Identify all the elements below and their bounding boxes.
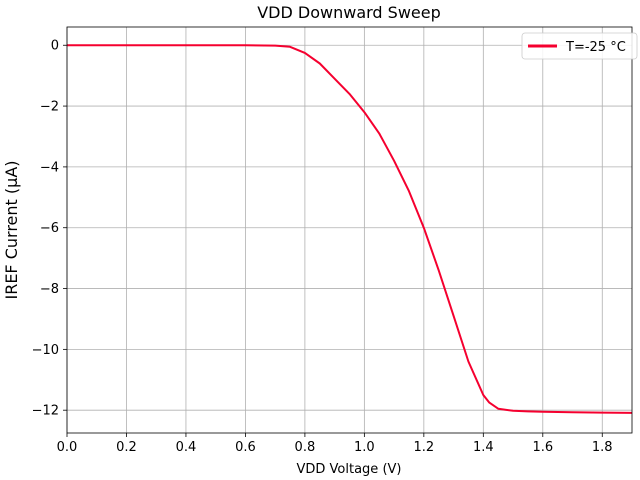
x-tick-label: 1.0: [354, 440, 375, 455]
legend-box: [521, 32, 638, 60]
y-tick-label: −10: [32, 343, 59, 358]
x-tick-label: 0.4: [176, 440, 197, 455]
series-line-0: [67, 44, 633, 414]
x-tick-label: 1.8: [592, 440, 613, 455]
plot-frame: [66, 26, 633, 434]
y-tick-label: −12: [32, 404, 59, 419]
y-tick-label: −4: [40, 160, 59, 175]
y-tick-label: −6: [40, 221, 59, 236]
legend-label: T=-25 °C: [565, 40, 626, 55]
x-tick-label: 1.4: [473, 440, 494, 455]
y-axis-label: IREF Current (µA): [2, 160, 21, 299]
series-layer: [67, 44, 633, 414]
x-tick-label: 1.6: [532, 440, 553, 455]
y-axis-ticks: 0 −2 −4 −6 −8 −10 −12: [32, 39, 67, 419]
x-axis-ticks: 0.0 0.2 0.4 0.6 0.8 1.0 1.2 1.4 1.6 1.8: [57, 433, 613, 455]
x-axis-label: VDD Voltage (V): [297, 462, 402, 477]
chart-title: VDD Downward Sweep: [257, 3, 441, 22]
x-tick-label: 0.6: [235, 440, 256, 455]
y-tick-label: −8: [40, 282, 59, 297]
x-tick-label: 0.0: [57, 440, 78, 455]
y-tick-label: 0: [51, 39, 59, 54]
x-tick-label: 0.8: [295, 440, 316, 455]
y-tick-label: −2: [40, 100, 59, 115]
legend: T=-25 °C: [521, 32, 638, 60]
x-tick-label: 0.2: [116, 440, 137, 455]
x-tick-label: 1.2: [413, 440, 434, 455]
